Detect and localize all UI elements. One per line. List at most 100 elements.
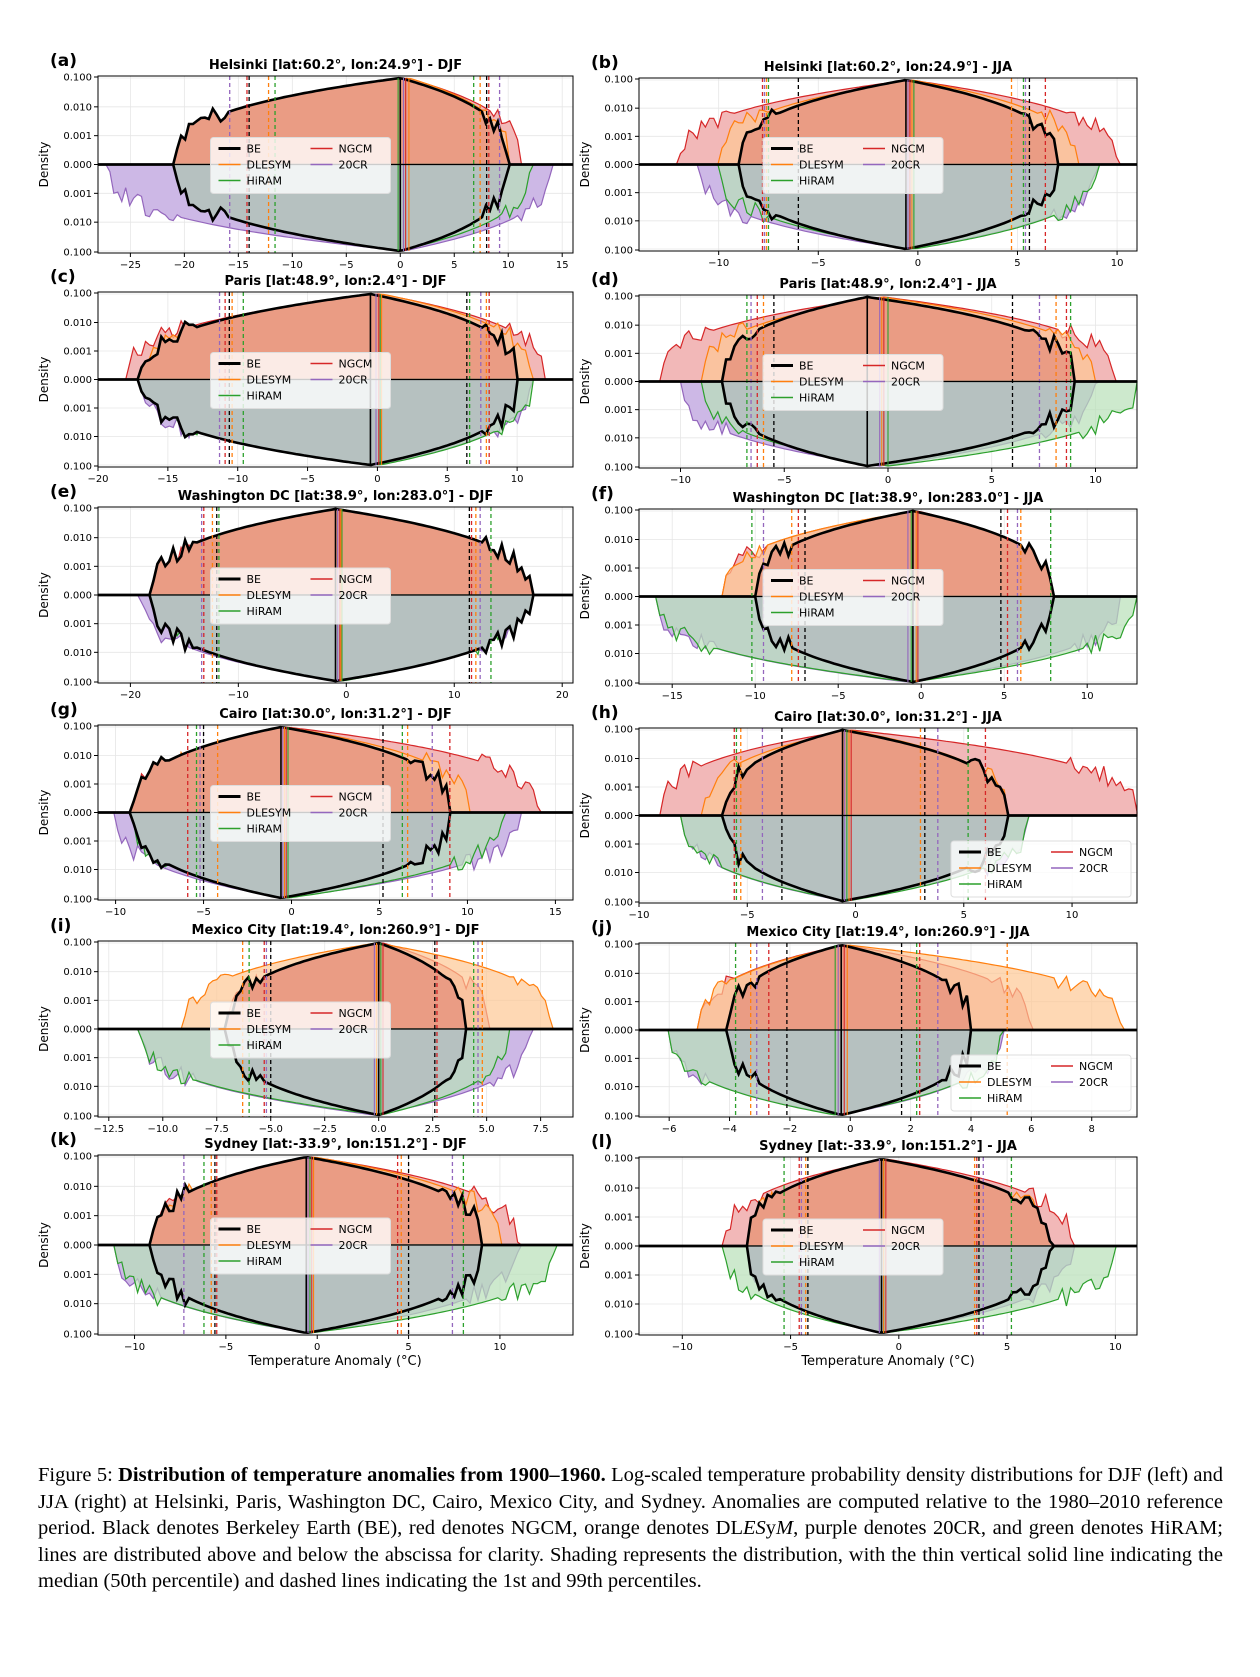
- x-tick-label: 2.5: [425, 1124, 441, 1135]
- legend-label-hiram: HiRAM: [247, 605, 283, 618]
- legend-label-dlesym: DLESYM: [247, 589, 292, 602]
- x-tick-label: 2: [907, 1124, 913, 1135]
- x-axis-label-left: Temperature Anomaly (°C): [247, 1354, 421, 1369]
- x-tick-label: 0: [314, 1342, 320, 1353]
- panel-e: 0.100 0.010 0.001 0.000 0.001 0.010 0.100 −20 −1…: [37, 482, 574, 701]
- legend-label-20cr: 20CR: [339, 589, 369, 602]
- legend-label-be: BE: [799, 360, 814, 373]
- x-tick-label: 10: [1111, 258, 1124, 269]
- x-tick-label: 5: [961, 910, 967, 921]
- y-tick-label: 0.100: [604, 898, 633, 909]
- y-tick-label: 0.001: [63, 996, 92, 1007]
- y-tick-label: 0.010: [604, 649, 633, 660]
- legend-label-dlesym: DLESYM: [247, 1023, 292, 1036]
- legend-label-hiram: HiRAM: [799, 175, 835, 188]
- x-tick-label: 10: [448, 690, 461, 701]
- y-tick-label: 0.001: [63, 562, 92, 573]
- legend-label-be: BE: [799, 575, 814, 588]
- legend-label-hiram: HiRAM: [987, 1092, 1023, 1105]
- legend-label-20cr: 20CR: [891, 376, 921, 389]
- x-tick-label: −5: [219, 1342, 234, 1353]
- panel-b: 0.100 0.010 0.001 0.000 0.001 0.010 0.100 −10 −5…: [578, 53, 1138, 269]
- legend-label-be: BE: [247, 791, 262, 804]
- y-tick-label: 0.010: [604, 868, 633, 879]
- legend-label-ngcm: NGCM: [339, 143, 373, 156]
- y-tick-label: 0.001: [604, 564, 633, 575]
- legend-label-ngcm: NGCM: [891, 575, 925, 588]
- panel-title: Sydney [lat:-33.9°, lon:151.2°] - DJF: [204, 1137, 467, 1152]
- x-tick-label: −2.5: [313, 1124, 337, 1135]
- y-axis-label: Density: [37, 1006, 51, 1052]
- legend-box: [210, 785, 391, 842]
- y-tick-label: 0.010: [63, 648, 92, 659]
- y-axis-label: Density: [37, 1222, 51, 1268]
- y-tick-label: 0.100: [604, 725, 633, 736]
- x-tick-label: 10: [1066, 910, 1079, 921]
- x-tick-label: −10: [708, 258, 729, 269]
- legend-label-20cr: 20CR: [339, 807, 369, 820]
- y-axis-label: Density: [578, 1007, 592, 1053]
- caption-mid-y: y: [765, 1517, 777, 1539]
- y-tick-label: 0.010: [604, 433, 633, 444]
- x-tick-label: 0: [343, 690, 349, 701]
- x-tick-label: −10: [105, 907, 126, 918]
- y-tick-label: 0.010: [63, 218, 92, 229]
- legend-label-20cr: 20CR: [339, 374, 369, 387]
- y-axis-label: Density: [37, 142, 51, 188]
- panel-l: 0.100 0.010 0.001 0.000 0.001 0.010 0.100 −10 −5…: [578, 1132, 1138, 1353]
- x-tick-label: −5: [740, 910, 755, 921]
- x-tick-label: 10: [511, 474, 524, 485]
- x-tick-label: −2: [783, 1124, 798, 1135]
- panel-title: Washington DC [lat:38.9°, lon:283.0°] - …: [178, 489, 493, 504]
- y-axis-label: Density: [578, 1223, 592, 1269]
- x-tick-label: 5.0: [479, 1124, 495, 1135]
- panel-g: 0.100 0.010 0.001 0.000 0.001 0.010 0.100 −10 −5…: [37, 700, 574, 918]
- x-tick-label: −10: [670, 475, 691, 486]
- panel-a: 0.100 0.010 0.001 0.000 0.001 0.010 0.100 −25 −2…: [37, 51, 574, 271]
- x-tick-label: −5: [777, 475, 792, 486]
- legend-label-hiram: HiRAM: [247, 823, 283, 836]
- y-tick-label: 0.010: [63, 865, 92, 876]
- y-tick-label: 0.000: [63, 591, 92, 602]
- y-tick-label: 0.100: [63, 1330, 92, 1341]
- y-tick-label: 0.001: [63, 780, 92, 791]
- y-tick-label: 0.100: [604, 679, 633, 690]
- x-tick-label: 7.5: [533, 1124, 549, 1135]
- legend-label-20cr: 20CR: [891, 591, 921, 604]
- y-tick-label: 0.001: [63, 1053, 92, 1064]
- y-tick-label: 0.010: [604, 321, 633, 332]
- x-tick-label: −10: [628, 910, 649, 921]
- legend-box: [950, 840, 1132, 898]
- be-upper-fill: [98, 943, 573, 1029]
- x-tick-label: −10.0: [147, 1124, 178, 1135]
- caption-text-2: , purple denotes 20CR, and green denotes…: [38, 1517, 1224, 1592]
- legend-label-20cr: 20CR: [339, 1023, 369, 1036]
- x-tick-label: 0: [847, 1124, 853, 1135]
- y-tick-label: 0.001: [604, 997, 633, 1008]
- x-tick-label: 4: [968, 1124, 974, 1135]
- legend-label-dlesym: DLESYM: [799, 376, 844, 389]
- panel-title: Cairo [lat:30.0°, lon:31.2°] - DJF: [219, 707, 452, 722]
- x-tick-label: 5: [451, 260, 457, 271]
- legend: BE NGCM DLESYM 20CR HiRAM: [762, 354, 944, 411]
- x-tick-label: 15: [549, 907, 562, 918]
- x-tick-label: 10: [502, 260, 515, 271]
- x-tick-label: 6: [1028, 1124, 1034, 1135]
- y-tick-label: 0.001: [604, 405, 633, 416]
- x-tick-label: −5.0: [259, 1124, 283, 1135]
- panel-letter: (j): [591, 918, 612, 938]
- x-tick-label: 10: [1109, 1342, 1122, 1353]
- be-lower-line: [98, 378, 573, 467]
- y-tick-label: 0.001: [63, 1211, 92, 1222]
- figure-grid: 0.100 0.010 0.001 0.000 0.001 0.010 0.100 −2 5 −2…: [37, 51, 1138, 1369]
- x-tick-label: −10: [282, 260, 303, 271]
- y-tick-label: 0.010: [604, 104, 633, 115]
- y-tick-label: 0.100: [604, 292, 633, 303]
- y-tick-label: 0.001: [604, 1271, 633, 1282]
- legend-label-hiram: HiRAM: [987, 878, 1023, 891]
- y-tick-label: 0.100: [63, 938, 92, 949]
- legend-label-ngcm: NGCM: [891, 143, 925, 156]
- panel-title: Sydney [lat:-33.9°, lon:151.2°] - JJA: [759, 1139, 1017, 1154]
